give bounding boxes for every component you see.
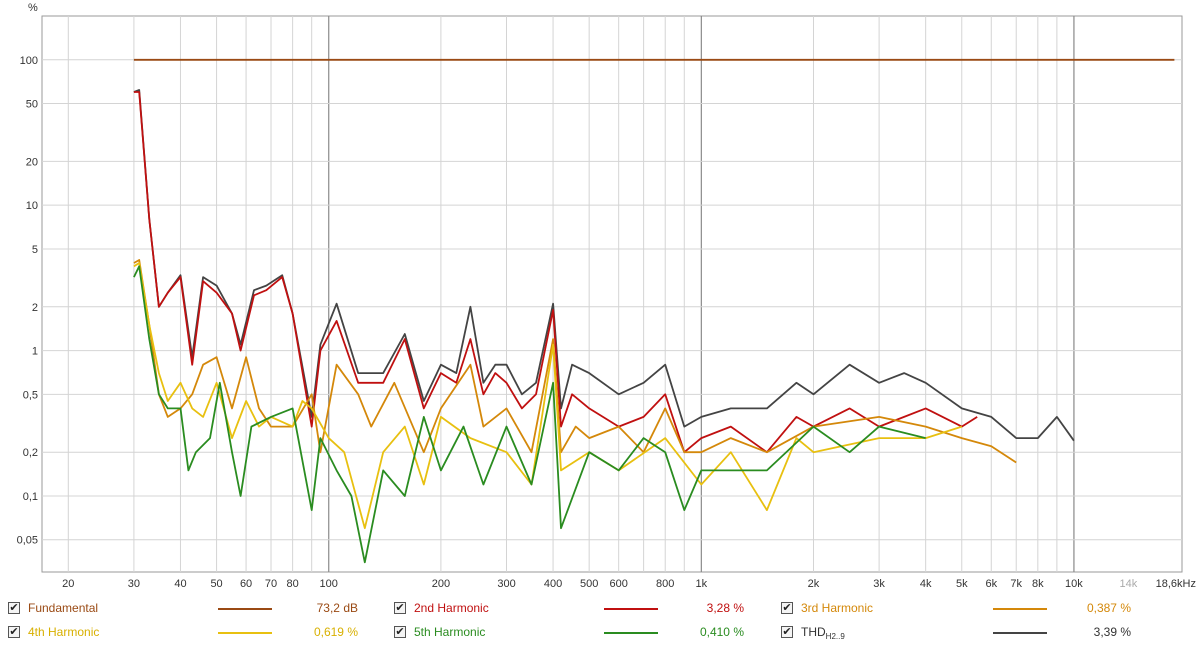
y-tick-label: 50 <box>26 99 38 111</box>
x-tick-label: 3k <box>873 578 885 590</box>
x-tick-label: 100 <box>320 578 338 590</box>
x-axis: 20 30 40 50 60 70 80 100 200 300 400 500 600 800 1k 2k 3… <box>62 578 1196 590</box>
series-line-3rd-harmonic <box>133 259 1017 464</box>
x-tick-label: 70 <box>265 578 277 590</box>
legend-label: THDH2..9 <box>801 625 845 641</box>
y-tick-label: 10 <box>26 200 38 212</box>
x-tick-label: 6k <box>985 578 997 590</box>
legend-swatch <box>218 608 272 610</box>
x-tick-label: 10k <box>1065 578 1083 590</box>
legend-swatch <box>993 632 1047 634</box>
legend-value: 0,410 % <box>699 625 744 639</box>
x-tick-label: 5k <box>956 578 968 590</box>
legend-label: Fundamental <box>28 601 99 615</box>
legend-value: 0,387 % <box>1086 601 1131 615</box>
x-tick-label: 50 <box>210 578 222 590</box>
legend-label: 2nd Harmonic <box>414 601 489 615</box>
x-tick-label: 300 <box>497 578 515 590</box>
legend-swatch <box>993 608 1047 610</box>
series-line-4th-harmonic <box>133 262 963 530</box>
x-tick-label: 400 <box>544 578 562 590</box>
y-tick-label: 0,05 <box>17 535 38 547</box>
y-tick-label: 5 <box>32 244 38 256</box>
legend-item-thd[interactable]: ✔ THDH2..9 3,39 % <box>781 625 1141 645</box>
x-tick-label: 40 <box>174 578 186 590</box>
checkbox-3rd-harmonic[interactable]: ✔ <box>781 602 793 614</box>
x-tick-label: 14k <box>1120 578 1138 590</box>
series-group <box>133 58 1175 564</box>
x-tick-label: 20 <box>62 578 74 590</box>
legend-item-5th-harmonic[interactable]: ✔ 5th Harmonic 0,410 % <box>394 625 754 645</box>
x-tick-label: 1k <box>696 578 708 590</box>
x-tick-label: 30 <box>128 578 140 590</box>
y-axis: 0,05 0,1 0,2 0,5 1 2 5 10 20 50 100 <box>17 55 38 547</box>
legend-value: 0,619 % <box>313 625 358 639</box>
x-tick-label: 7k <box>1010 578 1022 590</box>
y-tick-label: 100 <box>20 55 38 67</box>
legend-item-fundamental[interactable]: ✔ Fundamental 73,2 dB <box>8 601 368 621</box>
x-tick-label: 500 <box>580 578 598 590</box>
legend-value: 3,39 % <box>1093 625 1131 639</box>
x-tick-label: 600 <box>609 578 627 590</box>
legend-swatch <box>218 632 272 634</box>
y-tick-label: 1 <box>32 346 38 358</box>
x-tick-label: 2k <box>808 578 820 590</box>
series-line-thd-h2-9 <box>133 89 1075 442</box>
checkbox-5th-harmonic[interactable]: ✔ <box>394 626 406 638</box>
y-tick-label: 2 <box>32 302 38 314</box>
checkbox-2nd-harmonic[interactable]: ✔ <box>394 602 406 614</box>
thd-label: THD <box>801 625 826 639</box>
x-tick-label: 8k <box>1032 578 1044 590</box>
legend-label: 4th Harmonic <box>28 625 100 639</box>
x-tick-label: 4k <box>920 578 932 590</box>
x-tick-label: 80 <box>287 578 299 590</box>
x-tick-label: 800 <box>656 578 674 590</box>
distortion-chart: 20 30 40 50 60 70 80 100 200 300 400 500 600 800 1k 2k 3… <box>17 2 1196 590</box>
y-tick-label: 0,5 <box>23 389 38 401</box>
y-tick-label: 0,1 <box>23 491 38 503</box>
legend-item-2nd-harmonic[interactable]: ✔ 2nd Harmonic 3,28 % <box>394 601 754 621</box>
legend-swatch <box>604 632 658 634</box>
legend-label: 5th Harmonic <box>414 625 486 639</box>
legend-item-4th-harmonic[interactable]: ✔ 4th Harmonic 0,619 % <box>8 625 368 645</box>
checkbox-fundamental[interactable]: ✔ <box>8 602 20 614</box>
series-line-5th-harmonic <box>133 265 926 564</box>
y-axis-label: % <box>28 2 38 14</box>
legend-value: 73,2 dB <box>316 601 358 615</box>
legend-label: 3rd Harmonic <box>801 601 874 615</box>
legend-swatch <box>604 608 658 610</box>
legend-value: 3,28 % <box>706 601 744 615</box>
legend-item-3rd-harmonic[interactable]: ✔ 3rd Harmonic 0,387 % <box>781 601 1141 621</box>
y-tick-label: 20 <box>26 156 38 168</box>
checkbox-4th-harmonic[interactable]: ✔ <box>8 626 20 638</box>
checkbox-thd[interactable]: ✔ <box>781 626 793 638</box>
thd-subscript: H2..9 <box>825 632 845 641</box>
plot-area <box>41 15 1183 573</box>
x-tick-label: 60 <box>240 578 252 590</box>
y-tick-label: 0,2 <box>23 447 38 459</box>
x-tick-label: 18,6kHz <box>1156 578 1196 590</box>
x-tick-label: 200 <box>432 578 450 590</box>
legend: ✔ Fundamental 73,2 dB ✔ 2nd Harmonic 3,2… <box>0 596 1200 647</box>
